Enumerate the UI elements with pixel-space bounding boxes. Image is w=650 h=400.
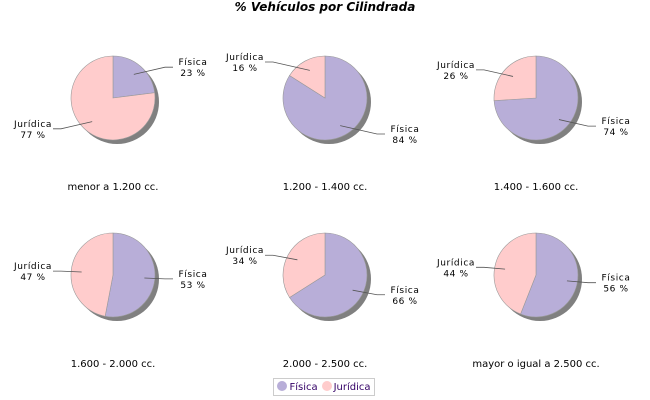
slice-value-label: 44 % [443,269,468,279]
label-leader-line [476,266,506,270]
pie-subtitle: 1.200 - 1.400 cc. [283,182,368,193]
pie-subtitle: 2.000 - 2.500 cc. [283,359,368,370]
label-leader-line [144,277,173,280]
label-leader-line [53,270,82,273]
label-leader-line [566,280,596,284]
slice-value-label: 74 % [603,128,628,138]
label-leader-line [265,61,310,71]
legend-item-juridica: Jurídica [321,381,371,393]
slice-value-label: 84 % [392,136,417,146]
slice-value-label: 56 % [603,285,628,295]
slice-label: Física [391,125,420,135]
pie-slice-juridica [282,232,326,298]
slice-label: Física [391,286,420,296]
chart-title: % Vehículos por Cilindrada [234,0,416,14]
slice-value-label: 53 % [180,281,205,291]
slice-label: Jurídica [13,120,52,130]
pie-slice-juridica [493,232,537,315]
slice-label: Jurídica [225,246,264,256]
slice-value-label: 16 % [232,64,257,74]
legend-swatch-fisica [277,381,288,391]
slice-value-label: 47 % [20,273,45,283]
legend-label-fisica: Física [289,382,318,393]
label-leader-line [265,254,298,261]
pie-slice-juridica [493,55,537,101]
slice-label: Física [602,274,631,284]
slice-label: Jurídica [436,258,475,268]
legend: Física Jurídica [273,378,375,396]
pie-slice-juridica [289,55,326,99]
slice-label: Jurídica [436,61,475,71]
pie-subtitle: menor a 1.200 cc. [68,182,159,193]
slice-label: Física [602,117,631,127]
label-leader-line [53,121,93,130]
slice-label: Física [179,58,208,68]
label-leader-line [352,289,385,296]
slice-value-label: 77 % [20,131,45,141]
legend-label-juridica: Jurídica [333,382,371,393]
pie-subtitle: 1.600 - 2.000 cc. [71,359,156,370]
legend-swatch-juridica [321,381,332,391]
legend-item-fisica: Física [277,381,318,393]
slice-label: Jurídica [13,262,52,272]
pie-slice-fisica [112,55,156,99]
pie-slice-fisica [520,232,579,318]
slice-value-label: 23 % [180,69,205,79]
pie-slice-juridica [70,232,114,317]
slice-value-label: 66 % [392,297,417,307]
pie-subtitle: 1.400 - 1.600 cc. [494,182,579,193]
label-leader-line [476,69,514,77]
pie-subtitle: mayor o igual a 2.500 cc. [472,359,599,370]
pie-slice-fisica [104,232,156,318]
label-leader-line [340,125,385,135]
label-leader-line [558,119,596,127]
pie-slice-fisica [289,232,368,318]
slice-label: Jurídica [225,53,264,63]
slice-label: Física [179,270,208,280]
slice-value-label: 26 % [443,72,468,82]
slice-value-label: 34 % [232,257,257,267]
label-leader-line [133,66,173,75]
pie-slice-juridica [70,55,156,141]
